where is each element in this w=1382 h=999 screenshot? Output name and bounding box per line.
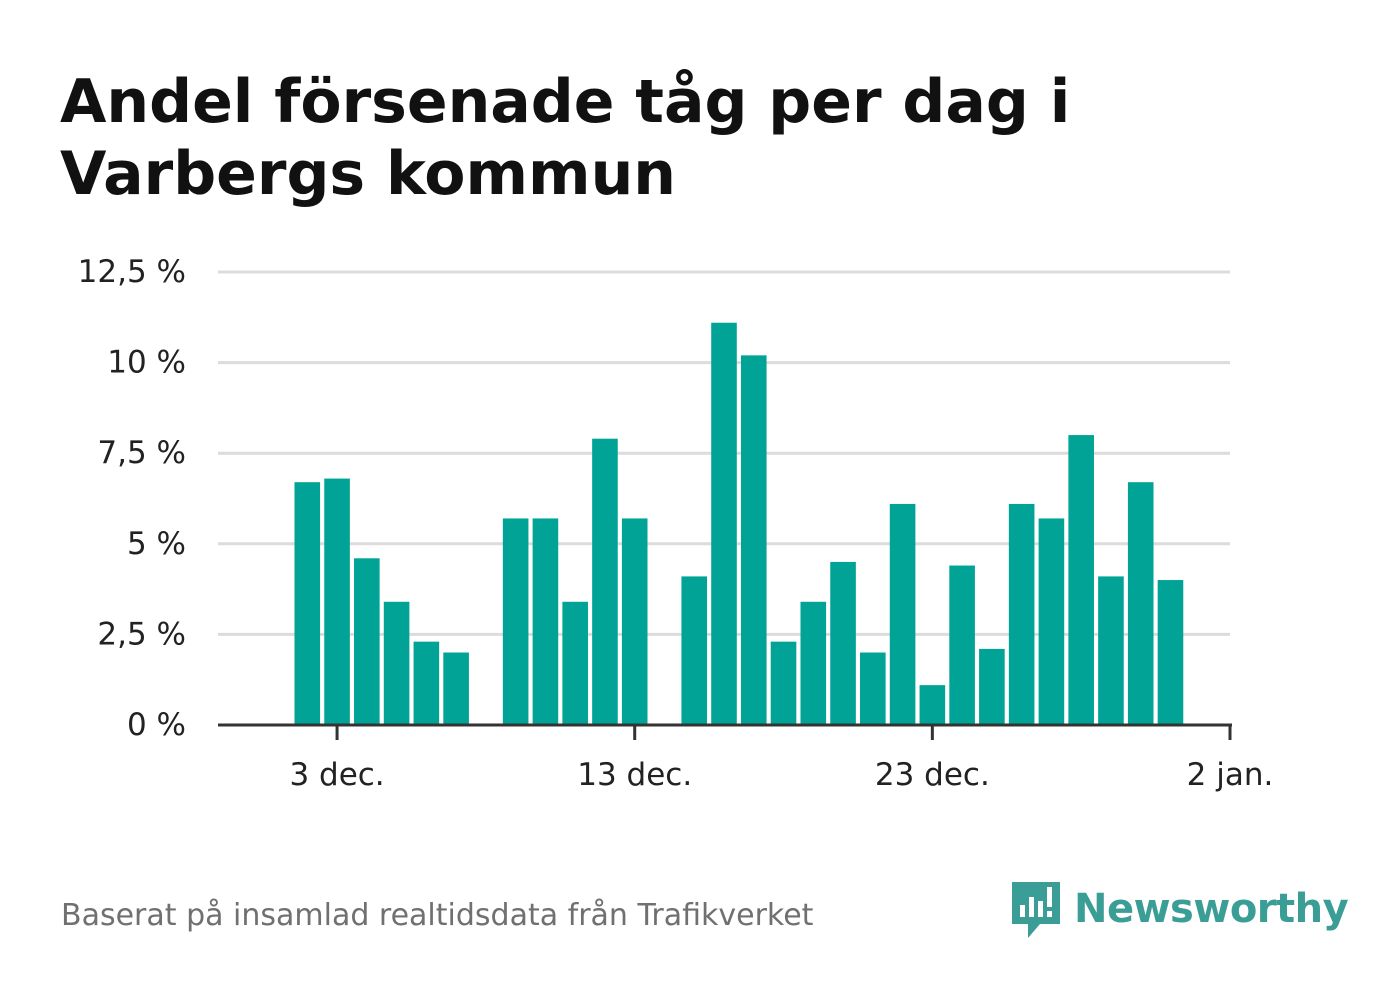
bar: [414, 642, 440, 725]
bar: [890, 504, 916, 725]
bar: [920, 685, 946, 725]
bar: [949, 566, 975, 725]
x-tick-label: 23 dec.: [875, 757, 990, 793]
bar: [533, 518, 559, 725]
bar: [1158, 580, 1184, 725]
y-axis-ticks: 0 % 2,5 % 5 % 7,5 % 10 % 12,5 %: [78, 254, 186, 743]
bar-chart: 0 % 2,5 % 5 % 7,5 % 10 % 12,5 % 3 dec. 13 dec.…: [0, 0, 1382, 860]
bar: [979, 649, 1005, 725]
y-tick-label: 12,5 %: [78, 254, 186, 290]
bar: [830, 562, 856, 725]
bar: [860, 653, 886, 725]
bar: [592, 439, 618, 725]
bar: [384, 602, 410, 725]
x-tick-label: 2 jan.: [1187, 757, 1274, 793]
newsworthy-logo-icon: [1010, 878, 1062, 940]
bar: [711, 323, 737, 725]
y-tick-label: 2,5 %: [97, 616, 186, 652]
bar: [1128, 482, 1154, 725]
bar: [622, 518, 648, 725]
bar: [294, 482, 320, 725]
bar: [562, 602, 588, 725]
bars: [294, 323, 1183, 725]
bar: [1068, 435, 1094, 725]
y-tick-label: 5 %: [127, 526, 186, 562]
brand-name: Newsworthy: [1074, 886, 1348, 932]
bar: [800, 602, 826, 725]
bar: [354, 558, 380, 725]
source-note: Baserat på insamlad realtidsdata från Tr…: [61, 898, 813, 933]
bar: [1039, 518, 1065, 725]
bar: [1009, 504, 1035, 725]
bar: [771, 642, 797, 725]
bar: [443, 653, 469, 725]
bar: [741, 355, 767, 725]
x-tick-label: 3 dec.: [289, 757, 384, 793]
bar: [1098, 576, 1124, 725]
brand-logo: Newsworthy: [1010, 878, 1348, 940]
y-tick-label: 10 %: [107, 345, 186, 381]
x-tick-label: 13 dec.: [577, 757, 692, 793]
bar: [503, 518, 529, 725]
bar: [681, 576, 707, 725]
y-tick-label: 7,5 %: [97, 435, 186, 471]
x-axis-ticks: 3 dec. 13 dec. 23 dec. 2 jan.: [289, 725, 1273, 793]
y-tick-label: 0 %: [127, 707, 186, 743]
bar: [324, 479, 350, 725]
